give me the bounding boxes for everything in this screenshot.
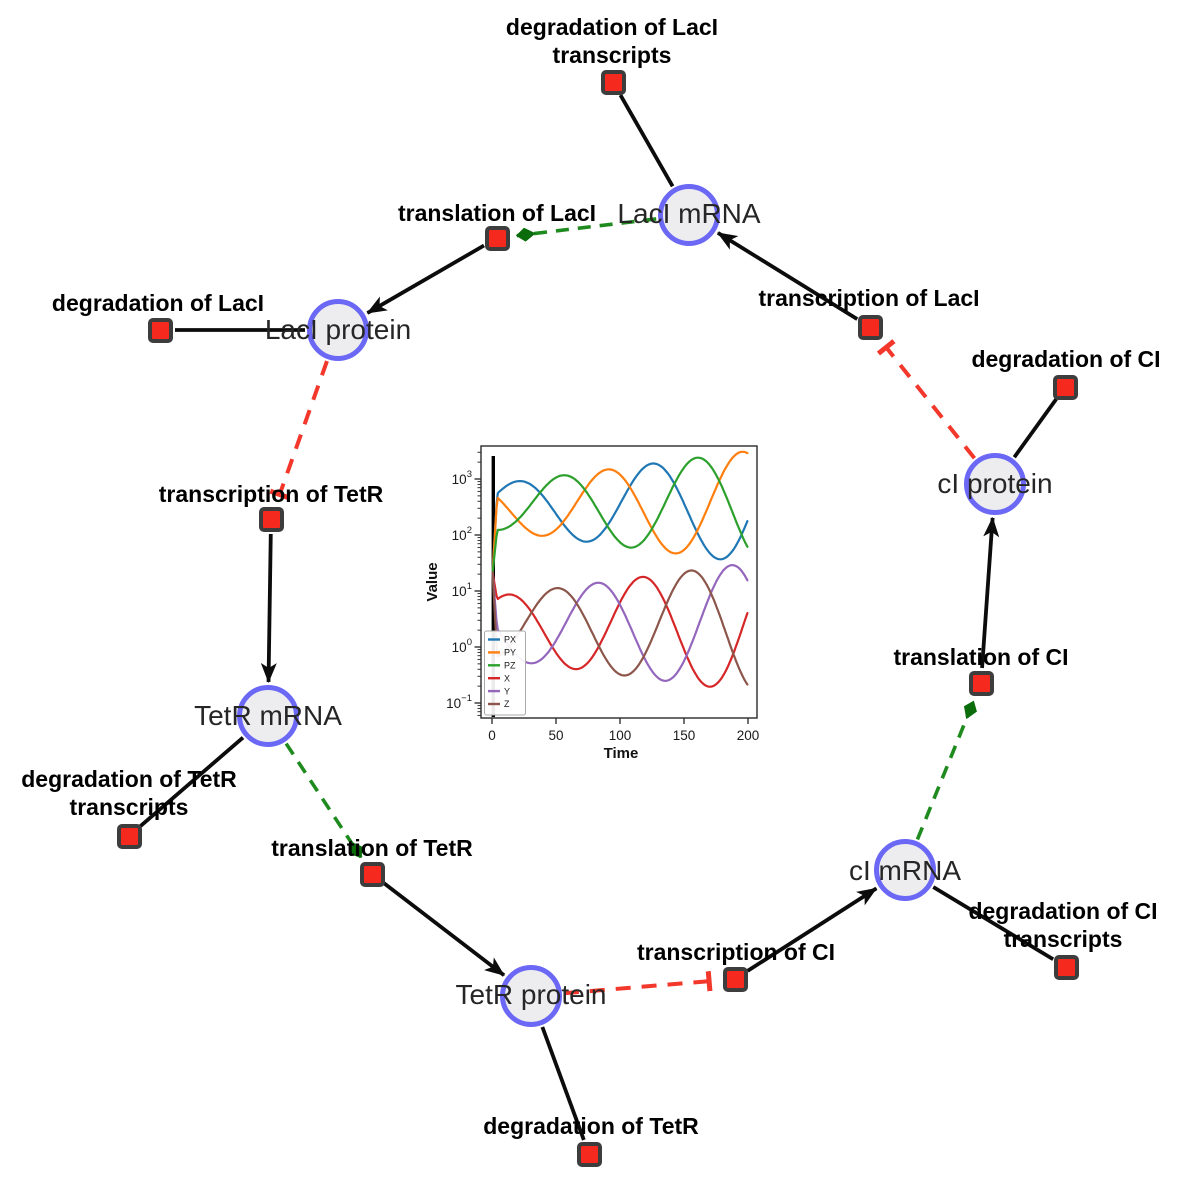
edge-translation-ci-to-ci-protein [980,516,1000,669]
label-degradation-of-tetr-transcripts: degradation of TetR transcripts [21,765,237,821]
label-translation-of-laci: translation of LacI [398,199,596,227]
label-degradation-of-laci-transcripts-line-1: transcripts [552,42,672,68]
label-transcription-of-tetr: transcription of TetR [159,480,383,508]
species-node-laci-protein[interactable] [307,299,369,361]
label-ci-protein-line-0: cI protein [937,467,1053,499]
label-degradation-of-ci-transcripts-line-1: transcripts [1003,926,1123,952]
reaction-node-deg-tetr-tx[interactable] [116,823,142,849]
label-translation-of-laci-line-0: translation of LacI [397,199,597,226]
edge-ci-mrna-to-deg-ci-tx [932,885,1055,961]
reaction-node-translation-tetr[interactable] [359,861,385,887]
label-ci-protein: cI protein [937,467,1052,501]
label-degradation-of-laci-line-0: degradation of LacI [51,289,265,316]
species-node-ci-protein[interactable] [964,453,1026,515]
label-degradation-of-tetr-line-0: degradation of TetR [483,1112,699,1139]
reaction-node-deg-laci[interactable] [147,317,173,343]
label-degradation-of-ci: degradation of CI [971,345,1160,373]
edge-tetr-mrna-to-translation-tetr [284,742,363,859]
label-tetr-protein: TetR protein [456,978,607,1012]
edge-laci-mrna-to-deg-laci-tx [618,94,675,188]
species-node-laci-mrna[interactable] [658,184,720,246]
label-degradation-of-ci-line-0: degradation of CI [971,345,1161,372]
label-translation-of-ci: translation of CI [893,643,1068,671]
label-transcription-of-ci-line-0: transcription of CI [636,938,836,965]
label-tetr-protein-line-0: TetR protein [455,978,607,1010]
label-ci-mrna-line-0: cI mRNA [849,854,961,886]
label-degradation-of-tetr: degradation of TetR [483,1112,699,1140]
label-transcription-of-ci: transcription of CI [637,938,835,966]
reaction-node-deg-ci-tx[interactable] [1053,954,1079,980]
label-laci-mrna-line-0: LacI mRNA [617,197,761,229]
edge-tetr-protein-to-deg-tetr [540,1026,586,1141]
reaction-node-transcription-laci[interactable] [857,314,883,340]
label-degradation-of-tetr-transcripts-line-1: transcripts [69,794,189,820]
label-transcription-of-laci-line-0: transcription of LacI [758,284,980,311]
species-node-tetr-protein[interactable] [500,965,562,1027]
label-transcription-of-tetr-line-0: transcription of TetR [158,480,384,507]
edge-ci-protein-to-deg-ci [1012,398,1058,459]
label-laci-protein: LacI protein [265,313,411,347]
label-laci-mrna: LacI mRNA [617,197,760,231]
label-degradation-of-laci: degradation of LacI [52,289,264,317]
label-degradation-of-laci-transcripts-line-0: degradation of LacI [505,13,719,40]
label-tetr-mrna-line-0: TetR mRNA [194,699,342,731]
label-translation-of-tetr: translation of TetR [271,834,472,862]
label-laci-protein-line-0: LacI protein [264,313,412,345]
label-translation-of-ci-line-0: translation of CI [893,643,1069,670]
label-degradation-of-laci-transcripts: degradation of LacI transcripts [506,13,718,69]
label-tetr-mrna: TetR mRNA [194,699,342,733]
edge-laci-mrna-to-translation-laci [515,217,657,242]
reaction-node-transcription-ci[interactable] [722,966,748,992]
edge-laci-protein-to-transcription-tetr [269,360,329,501]
reaction-node-translation-ci[interactable] [968,670,994,696]
label-degradation-of-ci-transcripts: degradation of CI transcripts [968,897,1157,953]
species-node-tetr-mrna[interactable] [237,685,299,747]
reaction-node-translation-laci[interactable] [484,225,510,251]
edge-tetr-mrna-to-deg-tetr-tx [139,736,245,828]
edge-translation-laci-to-laci-protein [366,243,485,315]
label-transcription-of-laci: transcription of LacI [758,284,979,312]
reaction-node-deg-ci[interactable] [1052,374,1078,400]
edge-transcription-laci-to-laci-mrna [716,231,859,321]
edge-transcription-ci-to-ci-mrna [746,886,878,973]
label-translation-of-tetr-line-0: translation of TetR [271,834,473,861]
label-degradation-of-tetr-transcripts-line-0: degradation of TetR [21,765,237,792]
label-ci-mrna: cI mRNA [849,854,961,888]
reaction-node-deg-laci-tx[interactable] [600,69,626,95]
reaction-node-deg-tetr[interactable] [576,1141,602,1167]
edge-transcription-tetr-to-tetr-mrna [260,533,277,684]
edge-ci-protein-to-transcription-laci [876,339,977,460]
label-degradation-of-ci-transcripts-line-0: degradation of CI [968,897,1158,924]
species-node-ci-mrna[interactable] [874,839,936,901]
edge-translation-tetr-to-tetr-protein [382,881,506,977]
edge-ci-mrna-to-translation-ci [915,700,977,841]
reaction-node-transcription-tetr[interactable] [258,506,284,532]
